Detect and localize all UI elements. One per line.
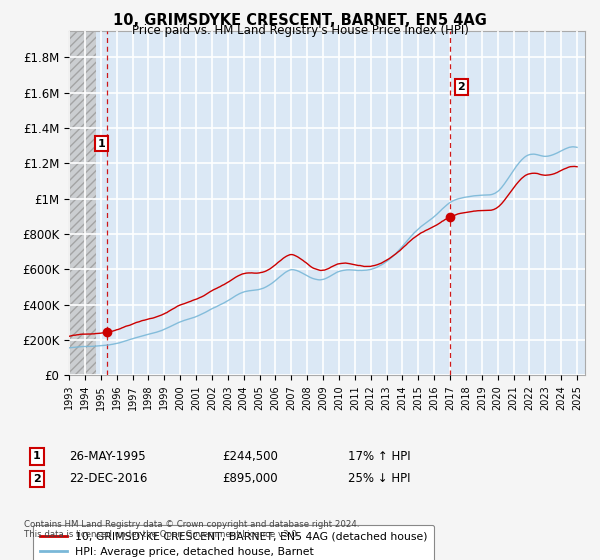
Text: 1: 1 [98, 138, 106, 148]
Text: 26-MAY-1995: 26-MAY-1995 [69, 450, 146, 463]
Text: £895,000: £895,000 [222, 472, 278, 486]
Text: 1: 1 [33, 451, 41, 461]
Text: 10, GRIMSDYKE CRESCENT, BARNET, EN5 4AG: 10, GRIMSDYKE CRESCENT, BARNET, EN5 4AG [113, 13, 487, 28]
Text: 22-DEC-2016: 22-DEC-2016 [69, 472, 148, 486]
Text: £244,500: £244,500 [222, 450, 278, 463]
Text: 2: 2 [33, 474, 41, 484]
Legend: 10, GRIMSDYKE CRESCENT, BARNET, EN5 4AG (detached house), HPI: Average price, de: 10, GRIMSDYKE CRESCENT, BARNET, EN5 4AG … [33, 525, 434, 560]
Bar [69, 31, 96, 375]
Text: Price paid vs. HM Land Registry's House Price Index (HPI): Price paid vs. HM Land Registry's House … [131, 24, 469, 37]
Text: Contains HM Land Registry data © Crown copyright and database right 2024.
This d: Contains HM Land Registry data © Crown c… [24, 520, 359, 539]
Text: 25% ↓ HPI: 25% ↓ HPI [348, 472, 410, 486]
Text: 17% ↑ HPI: 17% ↑ HPI [348, 450, 410, 463]
Text: 2: 2 [458, 82, 465, 92]
